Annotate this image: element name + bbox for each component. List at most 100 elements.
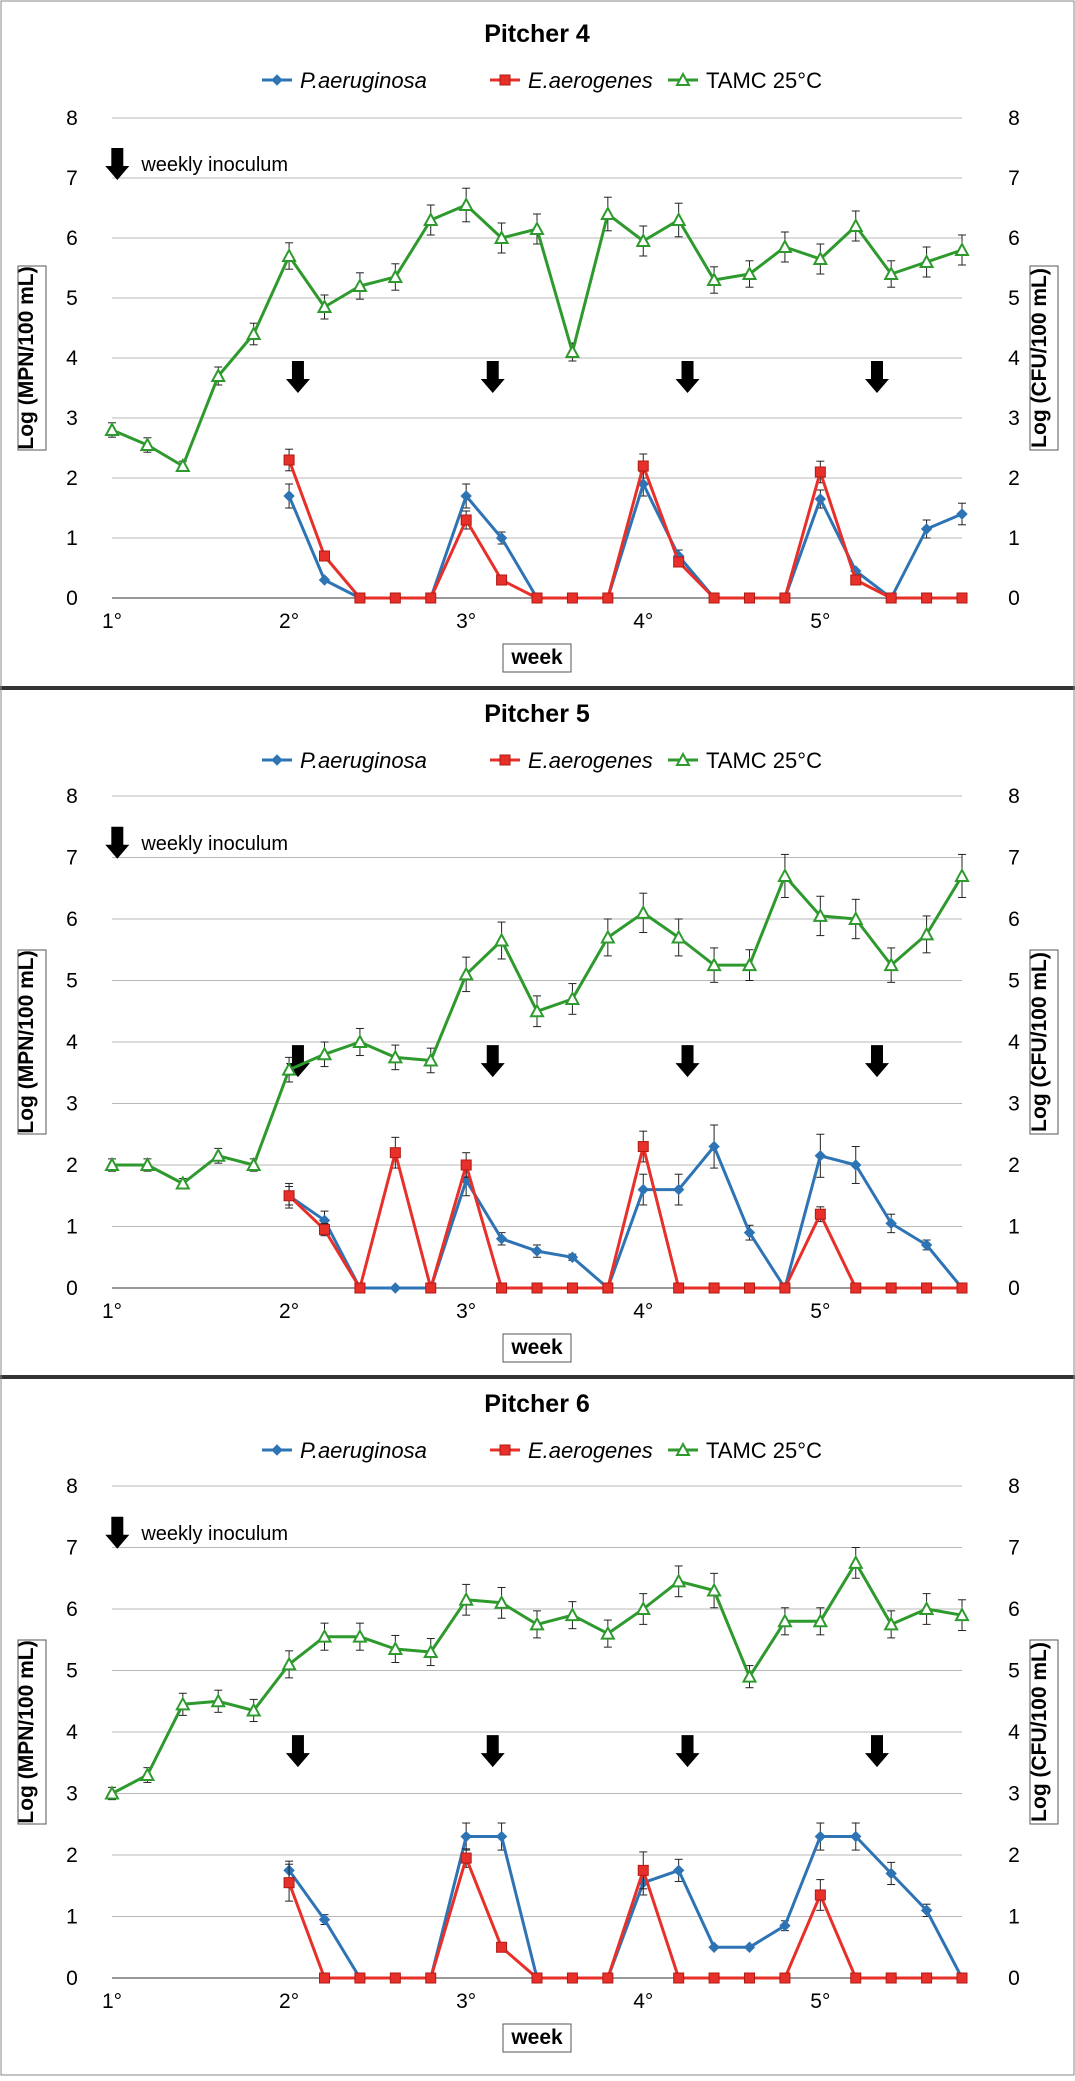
legend-marker [499, 754, 511, 766]
series-pa [283, 1124, 968, 1294]
y-tick-label: 6 [66, 1598, 78, 1621]
data-point-tamc [493, 229, 510, 244]
y2-axis-title: Log (CFU/100 mL) [1028, 268, 1051, 448]
data-point-ea [744, 592, 755, 604]
legend-label: E.aerogenes [528, 1438, 653, 1463]
x-axis-title-box [502, 643, 572, 673]
panel-title: Pitcher 5 [484, 700, 590, 728]
x-axis-title: week [510, 2026, 563, 2049]
legend-item-ea: E.aerogenes [490, 68, 653, 93]
y2-tick-label: 7 [1008, 847, 1020, 870]
data-point-tamc [139, 436, 156, 451]
y-tick-label: 2 [66, 1844, 78, 1867]
data-point-tamc [918, 926, 935, 941]
data-point-tamc [316, 1046, 333, 1061]
legend-marker [271, 74, 283, 86]
data-point-tamc [706, 1582, 722, 1597]
data-point-tamc [245, 1156, 262, 1171]
data-point-ea [460, 1159, 472, 1171]
data-point-ea [673, 1282, 685, 1294]
panel-3: Pitcher 6 P.aeruginosa E.aerogenes TAMC 25°… [15, 1390, 1059, 2053]
y-axis-title: Log (MPN/100 mL) [15, 266, 38, 449]
data-point-pa [318, 574, 331, 586]
y-tick-label: 5 [66, 287, 78, 310]
data-point-tamc [954, 241, 970, 256]
data-point-ea [850, 574, 862, 586]
data-point-pa [920, 523, 933, 535]
data-point-ea [637, 1864, 649, 1876]
legend-item-tamc: TAMC 25°C [668, 1438, 822, 1463]
inoculum-label: weekly inoculum [140, 833, 288, 855]
data-point-pa [814, 1830, 827, 1843]
data-point-ea [708, 1972, 720, 1984]
data-point-tamc [883, 1616, 899, 1631]
data-point-tamc [564, 1607, 581, 1622]
data-point-tamc [812, 907, 829, 922]
x-tick-label: 3° [456, 1300, 476, 1323]
data-point-tamc [954, 1607, 970, 1622]
data-point-tamc [316, 298, 333, 313]
data-point-tamc [104, 1785, 120, 1800]
legend-marker [675, 1441, 691, 1456]
data-point-ea [496, 574, 508, 586]
data-point-ea [425, 592, 437, 604]
data-point-ea [708, 1282, 720, 1294]
data-point-ea [956, 1282, 968, 1294]
data-point-ea [885, 592, 897, 604]
data-point-pa [460, 1830, 472, 1843]
y2-tick-label: 6 [1008, 227, 1020, 250]
data-point-ea [744, 1972, 755, 1984]
data-point-tamc [423, 211, 439, 226]
y2-axis-title-box [1029, 949, 1059, 1135]
data-point-tamc [529, 220, 545, 235]
data-point-ea [779, 1972, 791, 1984]
data-point-ea [283, 1190, 295, 1202]
inoculum-arrow [675, 1735, 700, 1768]
data-point-tamc [600, 929, 616, 944]
series-ea [283, 1848, 968, 1984]
data-point-tamc [848, 1554, 864, 1569]
data-point-tamc [883, 957, 899, 972]
panel-title: Pitcher 6 [484, 1390, 590, 1418]
y2-tick-label: 0 [1008, 1967, 1020, 1990]
series-pa [283, 1822, 968, 1984]
data-point-ea [885, 1282, 897, 1294]
inoculum-label: weekly inoculum [140, 154, 288, 176]
data-point-pa [495, 1830, 508, 1843]
y2-axis-title: Log (CFU/100 mL) [1028, 1642, 1051, 1822]
data-point-tamc [175, 1175, 191, 1190]
data-point-ea [354, 1282, 366, 1294]
legend-label: TAMC 25°C [706, 68, 822, 93]
data-point-ea [921, 1972, 933, 1984]
inoculum-label: weekly inoculum [140, 1523, 288, 1545]
data-point-tamc [139, 1156, 156, 1171]
legend-marker [271, 754, 283, 766]
data-point-pa [814, 493, 827, 505]
y-tick-label: 1 [66, 1906, 78, 1929]
inoculum-arrow [480, 1045, 505, 1078]
data-point-ea [921, 592, 933, 604]
legend-item-tamc: TAMC 25°C [668, 68, 822, 93]
y2-axis-title-box [1029, 1639, 1059, 1825]
data-point-tamc [741, 1668, 758, 1683]
data-point-tamc [741, 265, 758, 280]
y2-tick-label: 5 [1008, 970, 1020, 993]
data-point-ea [956, 1972, 968, 1984]
data-point-tamc [175, 457, 191, 472]
data-point-tamc [245, 1702, 262, 1717]
legend-label: P.aeruginosa [300, 748, 427, 773]
y-tick-label: 0 [66, 587, 78, 610]
y2-tick-label: 4 [1008, 347, 1020, 370]
series-line-pa [287, 1835, 964, 1980]
y-tick-label: 6 [66, 227, 78, 250]
data-point-pa [283, 490, 295, 502]
data-point-ea [602, 592, 614, 604]
data-point-tamc [918, 1600, 935, 1615]
data-point-tamc [670, 211, 687, 226]
y2-tick-label: 8 [1008, 785, 1020, 808]
data-point-ea [850, 1282, 862, 1294]
x-tick-label: 3° [456, 1990, 476, 2013]
data-point-tamc [458, 966, 474, 981]
y2-tick-label: 5 [1008, 1660, 1020, 1683]
